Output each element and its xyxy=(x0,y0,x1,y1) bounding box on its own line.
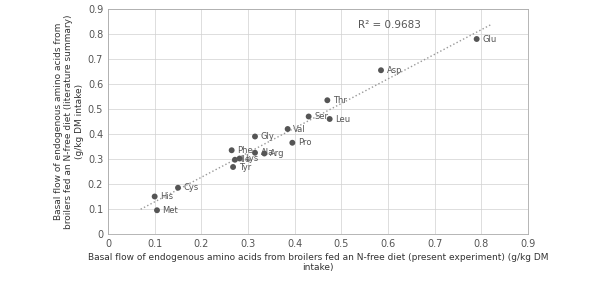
Point xyxy=(173,185,183,190)
Text: Pro: Pro xyxy=(298,138,311,147)
Point xyxy=(260,151,269,156)
Text: Leu: Leu xyxy=(335,115,350,124)
Text: Ala: Ala xyxy=(260,148,274,157)
Point xyxy=(150,194,160,199)
Text: His: His xyxy=(160,192,173,201)
Point xyxy=(152,208,162,213)
Text: Cys: Cys xyxy=(184,183,199,192)
Point xyxy=(250,134,260,139)
Text: Gly: Gly xyxy=(260,132,274,141)
Point xyxy=(230,157,240,162)
Point xyxy=(325,117,334,122)
Point xyxy=(287,140,297,145)
Text: Val: Val xyxy=(293,124,306,134)
Text: Asp: Asp xyxy=(386,66,402,75)
Text: Lys: Lys xyxy=(245,154,259,163)
X-axis label: Basal flow of endogenous amino acids from broilers fed an N-free diet (present e: Basal flow of endogenous amino acids fro… xyxy=(88,253,548,272)
Text: Ser: Ser xyxy=(314,112,328,121)
Text: Tyr: Tyr xyxy=(239,163,251,172)
Text: Phe: Phe xyxy=(237,146,253,155)
Text: Met: Met xyxy=(163,206,178,215)
Point xyxy=(250,150,260,155)
Point xyxy=(376,68,386,73)
Text: Glu: Glu xyxy=(482,34,497,43)
Point xyxy=(323,98,332,103)
Point xyxy=(228,165,238,170)
Point xyxy=(227,148,236,153)
Y-axis label: Basal flow of endogenous amino acids from
broilers fed an N-free diet (literatur: Basal flow of endogenous amino acids fro… xyxy=(54,14,83,229)
Text: Ile: Ile xyxy=(241,155,251,164)
Text: Thr: Thr xyxy=(333,96,347,105)
Point xyxy=(235,156,244,161)
Text: Arg: Arg xyxy=(270,149,284,158)
Point xyxy=(283,127,292,131)
Point xyxy=(472,37,481,41)
Point xyxy=(304,114,313,119)
Text: R² = 0.9683: R² = 0.9683 xyxy=(358,20,421,30)
